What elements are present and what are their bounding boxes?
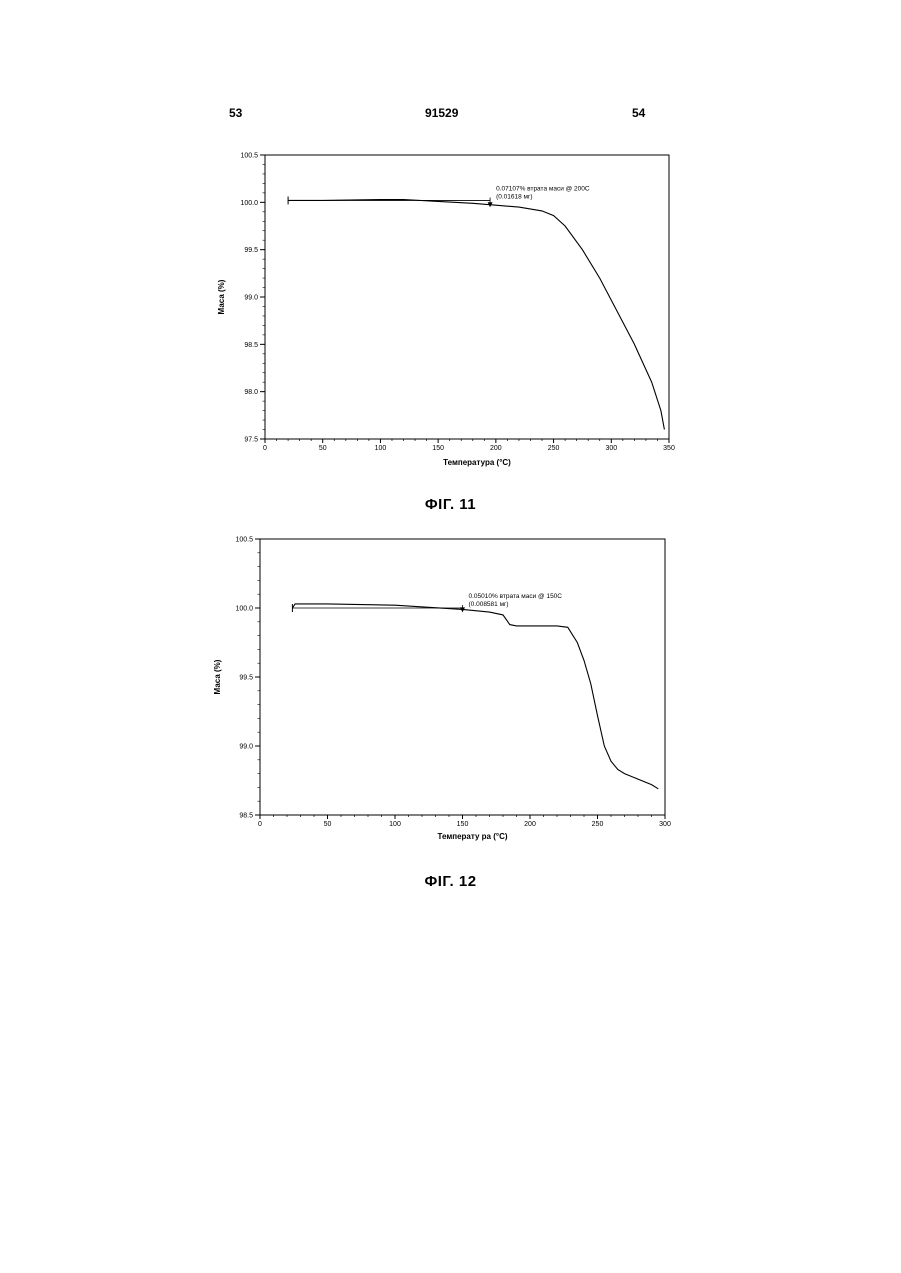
y-tick-label: 99.0 — [244, 295, 258, 302]
x-tick-label: 300 — [605, 445, 617, 452]
y-tick-label: 100.5 — [240, 153, 258, 160]
mass-loss-curve — [292, 604, 658, 789]
x-tick-label: 200 — [490, 445, 502, 452]
page-number-right: 54 — [632, 106, 645, 120]
x-tick-label: 0 — [258, 821, 262, 828]
plot-frame — [260, 539, 665, 815]
x-tick-label: 50 — [319, 445, 327, 452]
y-tick-label: 100.5 — [235, 537, 253, 544]
x-tick-label: 0 — [263, 445, 267, 452]
x-tick-label: 100 — [375, 445, 387, 452]
x-tick-label: 250 — [592, 821, 604, 828]
x-tick-label: 200 — [524, 821, 536, 828]
y-tick-label: 99.0 — [239, 744, 253, 751]
y-axis-label: Маса (%) — [213, 659, 222, 694]
plot-frame — [265, 155, 669, 439]
tga-chart-fig-11: 0 50 100 150 200 250 300 350 97.5 98.0 98.5 99.0 99.… — [0, 140, 901, 485]
annotation-text-line2: (0.008581 мг) — [469, 601, 509, 608]
annotation-text-line1: 0.07107% втрата маси @ 200C — [496, 185, 590, 192]
x-tick-label: 350 — [663, 445, 675, 452]
y-tick-label: 98.5 — [244, 342, 258, 349]
x-axis-label: Температура (°C) — [443, 458, 511, 467]
x-tick-label: 250 — [548, 445, 560, 452]
mass-loss-curve — [288, 200, 664, 430]
annotation-text-line2: (0.01618 мг) — [496, 193, 532, 200]
x-tick-label: 50 — [324, 821, 332, 828]
y-tick-label: 97.5 — [244, 437, 258, 444]
x-tick-label: 300 — [659, 821, 671, 828]
y-tick-label: 99.5 — [239, 675, 253, 682]
x-tick-label: 150 — [457, 821, 469, 828]
y-tick-label: 100.0 — [235, 606, 253, 613]
tga-chart-fig-12: 0 50 100 150 200 250 300 98.5 99.0 99.5 100.0 100.5… — [0, 525, 901, 855]
y-tick-label: 99.5 — [244, 247, 258, 254]
y-tick-label: 100.0 — [240, 200, 258, 207]
x-tick-label: 150 — [432, 445, 444, 452]
page-number-left: 53 — [229, 106, 242, 120]
page-header: 53 91529 54 — [0, 106, 901, 126]
y-tick-label: 98.0 — [244, 389, 258, 396]
y-axis-label: Маса (%) — [217, 279, 226, 314]
x-tick-label: 100 — [389, 821, 401, 828]
annotation-text-line1: 0.05010% втрата маси @ 150C — [469, 593, 563, 600]
document-number: 91529 — [425, 106, 458, 120]
figure-caption-12: ФІГ. 12 — [0, 873, 901, 890]
figure-caption-11: ФІГ. 11 — [0, 496, 901, 513]
x-axis-label: Температу ра (°C) — [437, 832, 507, 841]
y-tick-label: 98.5 — [239, 813, 253, 820]
